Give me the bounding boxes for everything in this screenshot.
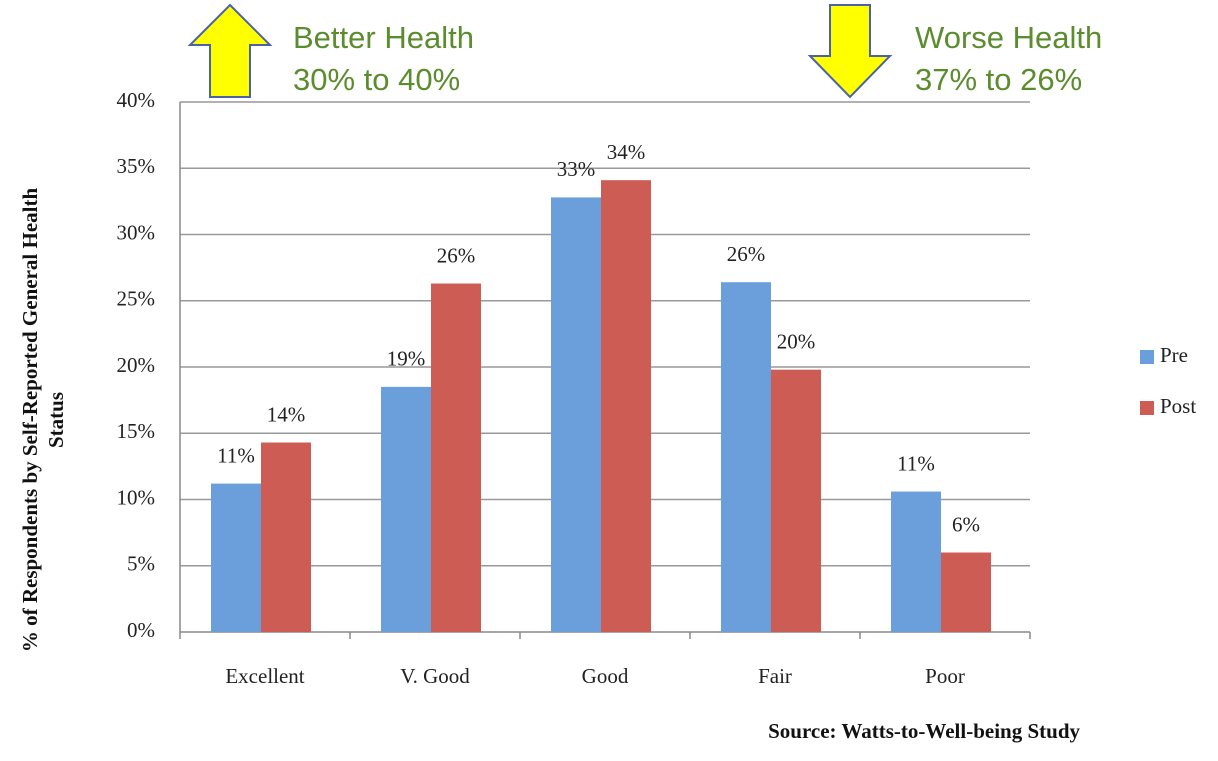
value-label: 33%: [557, 157, 596, 181]
x-tick-label: Excellent: [225, 664, 304, 688]
value-label: 19%: [387, 347, 426, 371]
y-axis-label: % of Respondents by Self-Reported Genera…: [18, 188, 42, 653]
y-tick-label: 40%: [117, 88, 156, 112]
legend-swatch: [1140, 401, 1154, 415]
annotation: 30% to 40%: [293, 62, 460, 97]
x-tick-label: V. Good: [400, 664, 470, 688]
y-tick-label: 10%: [117, 485, 156, 509]
y-tick-label: 20%: [117, 353, 156, 377]
bar: [941, 552, 991, 632]
annotation: 37% to 26%: [915, 62, 1082, 97]
y-tick-label: 15%: [117, 419, 156, 443]
bar: [261, 442, 311, 632]
y-tick-label: 30%: [117, 220, 156, 244]
bar: [891, 491, 941, 632]
bar: [431, 283, 481, 632]
bar: [721, 282, 771, 632]
annotation: Better Health: [293, 20, 474, 55]
bar: [551, 197, 601, 632]
bar: [771, 369, 821, 632]
value-label: 11%: [897, 451, 935, 475]
legend-label: Post: [1160, 394, 1196, 418]
legend-label: Pre: [1160, 343, 1188, 367]
y-tick-label: 25%: [117, 287, 156, 311]
x-tick-label: Poor: [925, 664, 965, 688]
x-tick-label: Good: [582, 664, 629, 688]
value-label: 11%: [217, 443, 255, 467]
value-label: 26%: [437, 243, 476, 267]
down-arrow: [807, 4, 893, 99]
source: Source: Watts-to-Well-being Study: [768, 719, 1080, 743]
legend-swatch: [1140, 350, 1154, 364]
value-label: 6%: [952, 512, 980, 536]
y-tick-label: 0%: [127, 618, 155, 642]
y-axis-label: Status: [44, 392, 68, 448]
x-tick-label: Fair: [758, 664, 792, 688]
bar: [381, 386, 431, 632]
y-tick-label: 5%: [127, 552, 155, 576]
up-arrow: [187, 3, 273, 98]
value-label: 14%: [267, 402, 306, 426]
value-label: 20%: [777, 329, 816, 353]
bar: [601, 180, 651, 633]
bar: [211, 483, 261, 632]
value-label: 34%: [607, 140, 646, 164]
y-tick-label: 35%: [117, 154, 156, 178]
annotation: Worse Health: [915, 20, 1102, 55]
value-label: 26%: [727, 242, 766, 266]
